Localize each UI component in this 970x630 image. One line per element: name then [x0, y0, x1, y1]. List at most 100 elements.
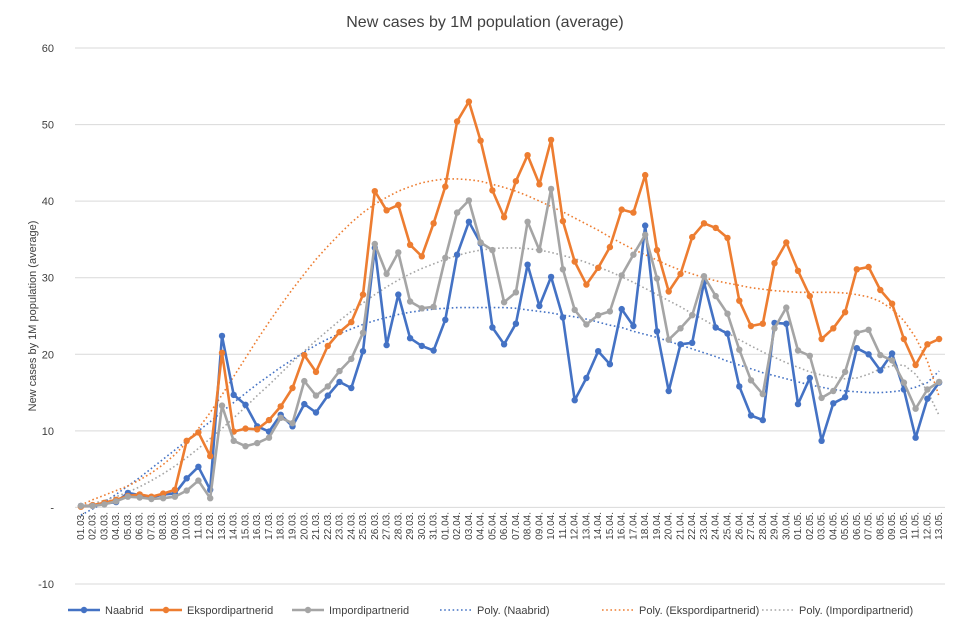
x-tick-label: 10.05. [899, 512, 910, 540]
data-point [806, 292, 813, 300]
data-point [265, 416, 273, 424]
data-point [665, 336, 672, 343]
data-point [783, 320, 790, 327]
data-point [583, 281, 590, 288]
data-point [289, 384, 296, 392]
data-point [665, 288, 672, 295]
data-point [430, 303, 437, 310]
data-point [771, 260, 778, 267]
legend-item: Poly. (Ekspordipartnerid) [602, 605, 759, 617]
x-tick-label: 13.03. [217, 512, 228, 540]
data-point [559, 266, 567, 273]
data-point [618, 305, 625, 313]
data-point [524, 218, 531, 225]
x-tick-label: 01.05. [793, 512, 804, 540]
data-point [254, 439, 261, 447]
data-point [700, 220, 708, 227]
data-point [477, 239, 484, 246]
series-line [80, 220, 941, 508]
data-point [277, 403, 284, 410]
chart-title: New cases by 1M population (average) [346, 14, 623, 31]
data-point [935, 378, 943, 386]
x-tick-label: 06.03. [135, 512, 146, 540]
data-point [736, 297, 743, 304]
x-tick-label: 11.04. [558, 512, 569, 539]
data-point [865, 351, 872, 358]
data-point [406, 241, 414, 248]
data-point [653, 246, 661, 254]
data-point [642, 222, 649, 229]
data-point [489, 324, 496, 331]
x-tick-label: 09.05. [887, 512, 898, 540]
x-axis-ticks: 01.03. 02.03. 03.03. 04.03. 05.03. 06.03. 07.0… [76, 512, 945, 540]
x-tick-label: 03.05. [817, 512, 828, 540]
data-point [536, 302, 543, 310]
data-point [642, 231, 649, 238]
series-line [80, 100, 940, 508]
x-tick-label: 08.05. [875, 512, 886, 540]
data-point [359, 291, 367, 298]
data-point [653, 328, 661, 335]
data-point [630, 251, 637, 258]
data-point [618, 272, 625, 279]
data-point [183, 487, 190, 494]
x-tick-label: 24.04. [711, 512, 722, 540]
y-axis-title: New cases by 1M population (average) [27, 221, 39, 412]
data-point [689, 233, 696, 241]
data-point [418, 342, 425, 350]
x-tick-label: 17.04. [628, 512, 639, 540]
data-point [700, 273, 708, 280]
data-point [536, 246, 543, 254]
data-point [806, 352, 813, 359]
data-point [830, 325, 837, 332]
data-point [841, 394, 849, 401]
data-point [724, 330, 731, 337]
data-point [924, 341, 931, 348]
x-tick-label: 14.03. [229, 512, 240, 540]
x-tick-label: 05.03. [123, 512, 134, 540]
legend-item: Poly. (Naabrid) [440, 605, 550, 617]
data-point [877, 351, 884, 359]
data-point [759, 320, 766, 327]
data-point [383, 207, 390, 214]
x-tick-label: 04.03. [111, 512, 122, 540]
data-point [653, 275, 661, 282]
data-point [195, 429, 202, 436]
data-point [818, 394, 825, 402]
data-point [489, 187, 496, 194]
legend-marker [304, 606, 312, 614]
data-point [324, 342, 331, 350]
x-tick-label: 02.05. [805, 512, 816, 540]
data-point [312, 409, 320, 416]
data-point [512, 289, 520, 296]
data-point [783, 304, 790, 311]
data-point [77, 502, 85, 510]
data-point [183, 437, 190, 444]
data-point [712, 324, 719, 331]
x-tick-label: 22.03. [323, 512, 334, 540]
data-point [242, 401, 249, 408]
legend-marker [162, 606, 170, 614]
trendline-poly-impordipartnerid- [80, 247, 940, 507]
legend: Naabrid Ekspordipartnerid Impordipartnerid… [68, 605, 913, 617]
data-point [606, 308, 614, 315]
x-tick-label: 31.03. [429, 512, 440, 540]
data-point [512, 178, 520, 185]
x-tick-label: 06.04. [499, 512, 510, 540]
data-point [865, 263, 872, 271]
legend-label: Poly. (Impordipartnerid) [799, 605, 913, 617]
data-point [818, 437, 825, 444]
data-point [830, 387, 837, 395]
data-point [465, 218, 473, 225]
x-tick-label: 19.03. [288, 512, 299, 540]
data-point [736, 383, 743, 390]
data-point [124, 493, 132, 500]
data-point [218, 349, 226, 356]
data-point [207, 452, 214, 460]
data-point [254, 426, 261, 433]
x-tick-label: 08.04. [523, 512, 534, 540]
y-axis-ticks: 60 50 40 30 20 10 - -10 [38, 43, 54, 591]
x-tick-label: 18.03. [276, 512, 287, 540]
data-point [195, 477, 202, 484]
